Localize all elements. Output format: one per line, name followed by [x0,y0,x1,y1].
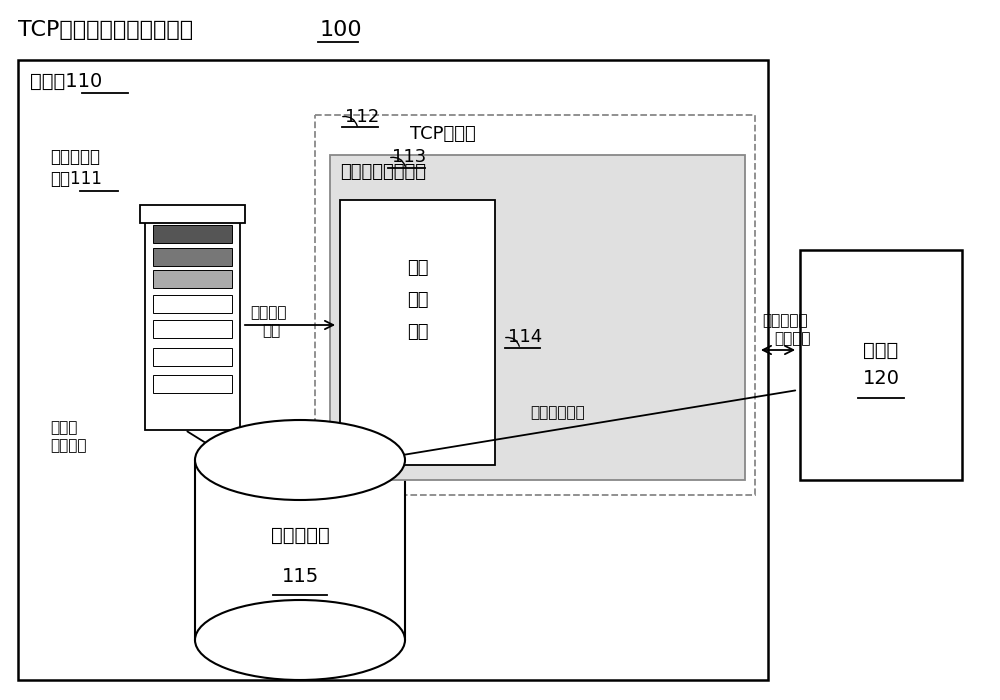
Bar [330,155,745,480]
Text: 拥塞控制算法模块: 拥塞控制算法模块 [340,163,426,181]
Text: 120: 120 [862,368,900,388]
Text: 113: 113 [392,148,426,166]
Bar [18,60,768,680]
Text: 接口: 接口 [407,323,429,341]
Bar [195,460,405,640]
Text: 115: 115 [281,568,319,587]
Text: TCP拥塞控制算法应用系统: TCP拥塞控制算法应用系统 [18,20,193,40]
Bar [153,225,232,243]
Text: 参数的处理: 参数的处理 [50,148,100,166]
Text: 114: 114 [508,328,542,346]
Bar [153,348,232,366]
Bar [153,248,232,266]
Bar [153,320,232,338]
Bar [140,205,245,223]
Text: 112: 112 [345,108,379,126]
Text: TCP协议栈: TCP协议栈 [410,125,476,143]
Text: 客户端: 客户端 [863,340,899,360]
Bar [153,270,232,288]
Text: 装置111: 装置111 [50,170,102,188]
Ellipse shape [195,420,405,500]
Ellipse shape [195,600,405,680]
Text: 算法: 算法 [407,259,429,277]
Bar [315,115,755,495]
Text: 参数: 参数 [407,291,429,309]
Bar [340,200,495,465]
Bar [145,220,240,430]
Text: 收集性能日志: 收集性能日志 [530,405,585,420]
Text: 100: 100 [320,20,363,40]
Text: 使用新链接: 使用新链接 [762,313,808,328]
Text: 读取日志: 读取日志 [50,438,87,453]
Text: 日志数据库: 日志数据库 [271,526,329,545]
Text: 传输数据: 传输数据 [774,331,810,346]
Bar [153,295,232,313]
Text: 服务器110: 服务器110 [30,72,102,91]
Bar [800,250,962,480]
Bar [153,375,232,393]
Text: 确定最优: 确定最优 [250,305,287,320]
Text: 周期性: 周期性 [50,420,77,435]
Text: 取值: 取值 [262,323,280,338]
